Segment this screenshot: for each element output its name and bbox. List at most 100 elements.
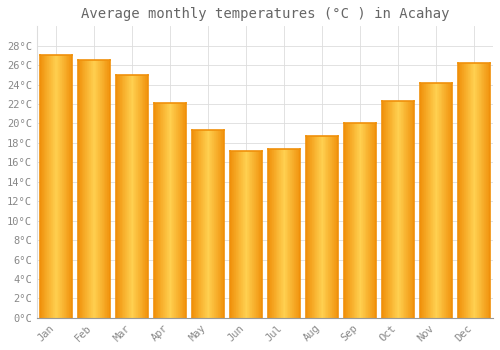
Bar <box>158 103 159 318</box>
Bar <box>360 124 362 318</box>
Bar <box>346 124 347 318</box>
Bar <box>317 136 318 318</box>
Bar <box>451 83 452 318</box>
Bar <box>240 151 242 318</box>
Bar <box>101 60 102 318</box>
Bar <box>58 55 59 318</box>
Bar <box>120 75 121 318</box>
Bar <box>108 60 110 318</box>
Bar <box>467 63 468 318</box>
Bar <box>463 63 464 318</box>
Bar <box>216 130 217 318</box>
Bar <box>394 101 395 318</box>
Bar <box>354 124 355 318</box>
Bar <box>444 83 445 318</box>
Bar <box>256 151 257 318</box>
Bar <box>362 124 363 318</box>
Bar <box>422 83 423 318</box>
Bar <box>484 63 485 318</box>
Bar <box>331 136 332 318</box>
Bar <box>320 136 322 318</box>
Bar <box>94 60 95 318</box>
Bar <box>279 149 280 318</box>
Bar <box>95 60 96 318</box>
Bar <box>192 130 193 318</box>
Bar <box>128 75 130 318</box>
Bar <box>143 75 144 318</box>
Bar <box>244 151 246 318</box>
Bar <box>375 124 376 318</box>
Bar <box>242 151 244 318</box>
Bar <box>213 130 214 318</box>
Bar <box>251 151 252 318</box>
Bar <box>220 130 221 318</box>
Bar <box>202 130 203 318</box>
Bar <box>88 60 90 318</box>
Bar <box>312 136 313 318</box>
Bar <box>230 151 231 318</box>
Bar <box>201 130 202 318</box>
Bar <box>421 83 422 318</box>
Bar <box>99 60 100 318</box>
Bar <box>334 136 335 318</box>
Bar <box>402 101 403 318</box>
Bar <box>139 75 140 318</box>
Bar <box>212 130 213 318</box>
Bar <box>64 55 65 318</box>
Bar <box>349 124 350 318</box>
Bar <box>177 103 178 318</box>
Bar <box>486 63 487 318</box>
Bar <box>482 63 483 318</box>
Bar <box>365 124 366 318</box>
Bar <box>174 103 175 318</box>
Bar <box>79 60 80 318</box>
Title: Average monthly temperatures (°C ) in Acahay: Average monthly temperatures (°C ) in Ac… <box>80 7 449 21</box>
Bar <box>195 130 196 318</box>
Bar <box>184 103 186 318</box>
Bar <box>326 136 327 318</box>
Bar <box>448 83 449 318</box>
Bar <box>169 103 170 318</box>
Bar <box>450 83 451 318</box>
Bar <box>310 136 311 318</box>
Bar <box>102 60 103 318</box>
Bar <box>135 75 136 318</box>
Bar <box>369 124 370 318</box>
Bar <box>298 149 299 318</box>
Bar <box>373 124 374 318</box>
Bar <box>56 55 57 318</box>
Bar <box>460 63 461 318</box>
Bar <box>82 60 83 318</box>
Bar <box>288 149 289 318</box>
Bar <box>409 101 410 318</box>
Bar <box>193 130 194 318</box>
Bar <box>257 151 258 318</box>
Bar <box>47 55 48 318</box>
Bar <box>294 149 295 318</box>
Bar <box>55 55 56 318</box>
Bar <box>407 101 408 318</box>
Bar <box>481 63 482 318</box>
Bar <box>384 101 385 318</box>
Bar <box>107 60 108 318</box>
Bar <box>357 124 358 318</box>
Bar <box>268 149 269 318</box>
Bar <box>126 75 128 318</box>
Bar <box>318 136 320 318</box>
Bar <box>141 75 142 318</box>
Bar <box>118 75 119 318</box>
Bar <box>156 103 157 318</box>
Bar <box>372 124 373 318</box>
Bar <box>358 124 360 318</box>
Bar <box>50 55 51 318</box>
Bar <box>168 103 169 318</box>
Bar <box>198 130 199 318</box>
Bar <box>438 83 440 318</box>
Bar <box>401 101 402 318</box>
Bar <box>297 149 298 318</box>
Bar <box>86 60 88 318</box>
Bar <box>57 55 58 318</box>
Bar <box>488 63 489 318</box>
Bar <box>296 149 297 318</box>
Bar <box>274 149 275 318</box>
